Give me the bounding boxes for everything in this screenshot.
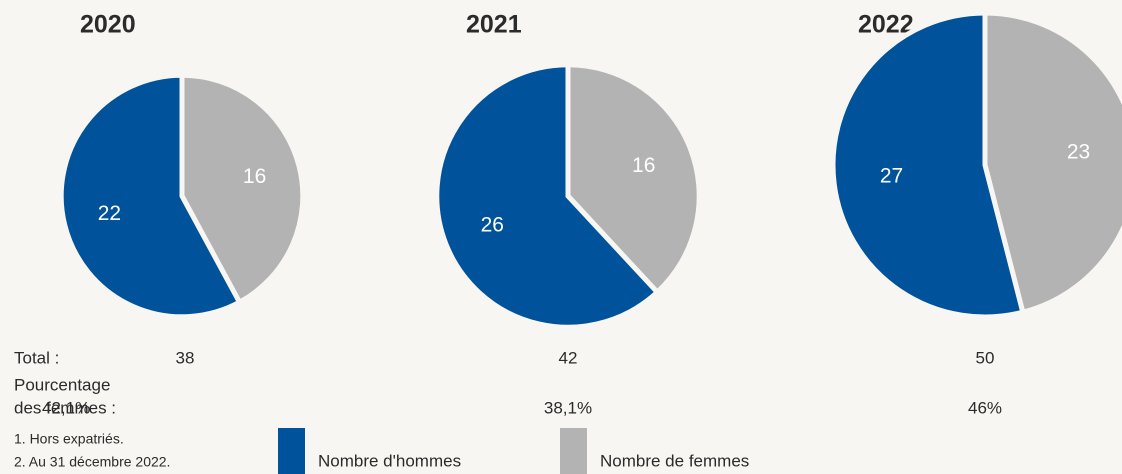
share-value: 38,1%	[544, 398, 592, 417]
pie-slice	[179, 72, 306, 306]
total-label: Total :	[14, 348, 59, 367]
slice-label: 26	[481, 213, 504, 236]
footnote: 2. Au 31 décembre 2022.	[14, 454, 170, 470]
slice-label: 23	[1067, 141, 1090, 164]
share-label: des femmes :	[14, 398, 116, 417]
total-value: 38	[176, 348, 195, 367]
pie-slice	[830, 10, 1026, 320]
legend-swatch	[278, 428, 305, 474]
footnote: 1. Hors expatriés.	[14, 431, 124, 447]
pie-title: 2020	[80, 11, 136, 39]
share-value: 42,1%	[42, 398, 90, 417]
legend-label: Nombre d'hommes	[318, 451, 461, 470]
slice-label: 16	[243, 165, 266, 188]
pie-title: 2021	[466, 11, 522, 39]
total-value: 50	[976, 348, 995, 367]
legend-swatch	[560, 428, 587, 474]
legend-label: Nombre de femmes	[600, 451, 749, 470]
total-value: 42	[559, 348, 578, 367]
slice-label: 27	[880, 164, 903, 187]
pie-slice	[565, 62, 702, 296]
slice-label: 16	[632, 154, 655, 177]
pie-slice	[982, 10, 1122, 316]
slice-label: 22	[98, 202, 121, 225]
share-label: Pourcentage	[14, 375, 110, 394]
share-value: 46%	[968, 398, 1002, 417]
pie-slice	[58, 72, 243, 320]
pie-slice	[434, 62, 661, 330]
